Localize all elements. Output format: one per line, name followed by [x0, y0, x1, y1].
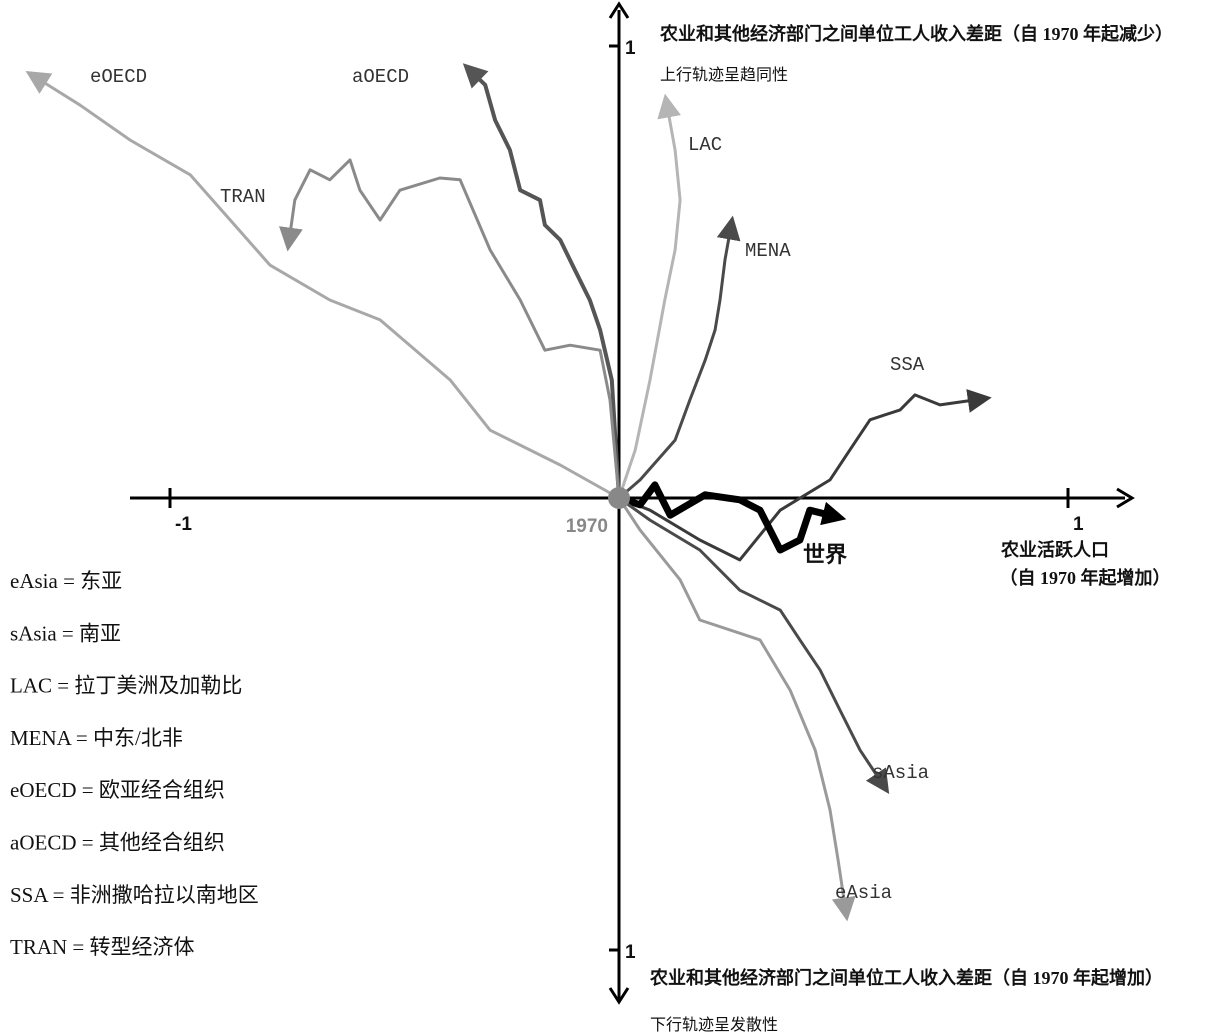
y-label-top: 农业和其他经济部门之间单位工人收入差距（自 1970 年起减少）	[659, 23, 1173, 44]
legend-note: eAsia = 东亚	[10, 569, 122, 593]
series-label: LAC	[688, 134, 722, 156]
series-label: sAsia	[872, 762, 929, 784]
series-label: 世界	[803, 542, 847, 567]
y-label-bottom: 农业和其他经济部门之间单位工人收入差距（自 1970 年起增加）	[649, 967, 1163, 988]
trajectory	[618, 215, 741, 500]
trajectory	[618, 389, 992, 562]
trajectory	[617, 93, 682, 499]
y-axis-arrow	[608, 987, 630, 1005]
origin-label: 1970	[566, 516, 608, 537]
legend-note: LAC = 拉丁美洲及加勒比	[10, 674, 242, 698]
series-label: TRAN	[220, 186, 266, 208]
x-tick-label: -1	[175, 514, 192, 535]
series-label: aOECD	[352, 66, 409, 88]
trajectory	[279, 158, 621, 499]
trajectory	[618, 496, 890, 794]
origin-dot	[608, 487, 630, 509]
x-label: 农业活跃人口	[1000, 539, 1109, 560]
trajectory	[617, 481, 847, 554]
legend-note: SSA = 非洲撒哈拉以南地区	[10, 883, 259, 907]
y-tick-label: 1	[625, 38, 636, 59]
y-axis-arrow	[608, 1, 630, 19]
y-note-top: 上行轨迹呈趋同性	[660, 66, 788, 84]
legend-note: sAsia = 南亚	[10, 621, 121, 645]
y-note-bottom: 下行轨迹呈发散性	[650, 1016, 778, 1034]
y-tick-label: 1	[625, 942, 636, 963]
series-label: eAsia	[835, 882, 892, 904]
trajectory	[25, 70, 620, 500]
x-axis-arrow	[1116, 487, 1135, 509]
legend-note: TRAN = 转型经济体	[10, 935, 195, 959]
x-tick-label: 1	[1073, 514, 1084, 535]
legend-note: eOECD = 欧亚经合组织	[10, 778, 225, 802]
legend-note: aOECD = 其他经合组织	[10, 831, 225, 855]
series-label: MENA	[745, 240, 791, 262]
x-label: （自 1970 年起增加）	[1000, 567, 1171, 588]
series-label: eOECD	[90, 66, 147, 88]
trajectory	[462, 63, 621, 499]
trajectory	[617, 497, 856, 922]
series-label: SSA	[890, 354, 925, 376]
legend-note: MENA = 中东/北非	[10, 726, 183, 750]
